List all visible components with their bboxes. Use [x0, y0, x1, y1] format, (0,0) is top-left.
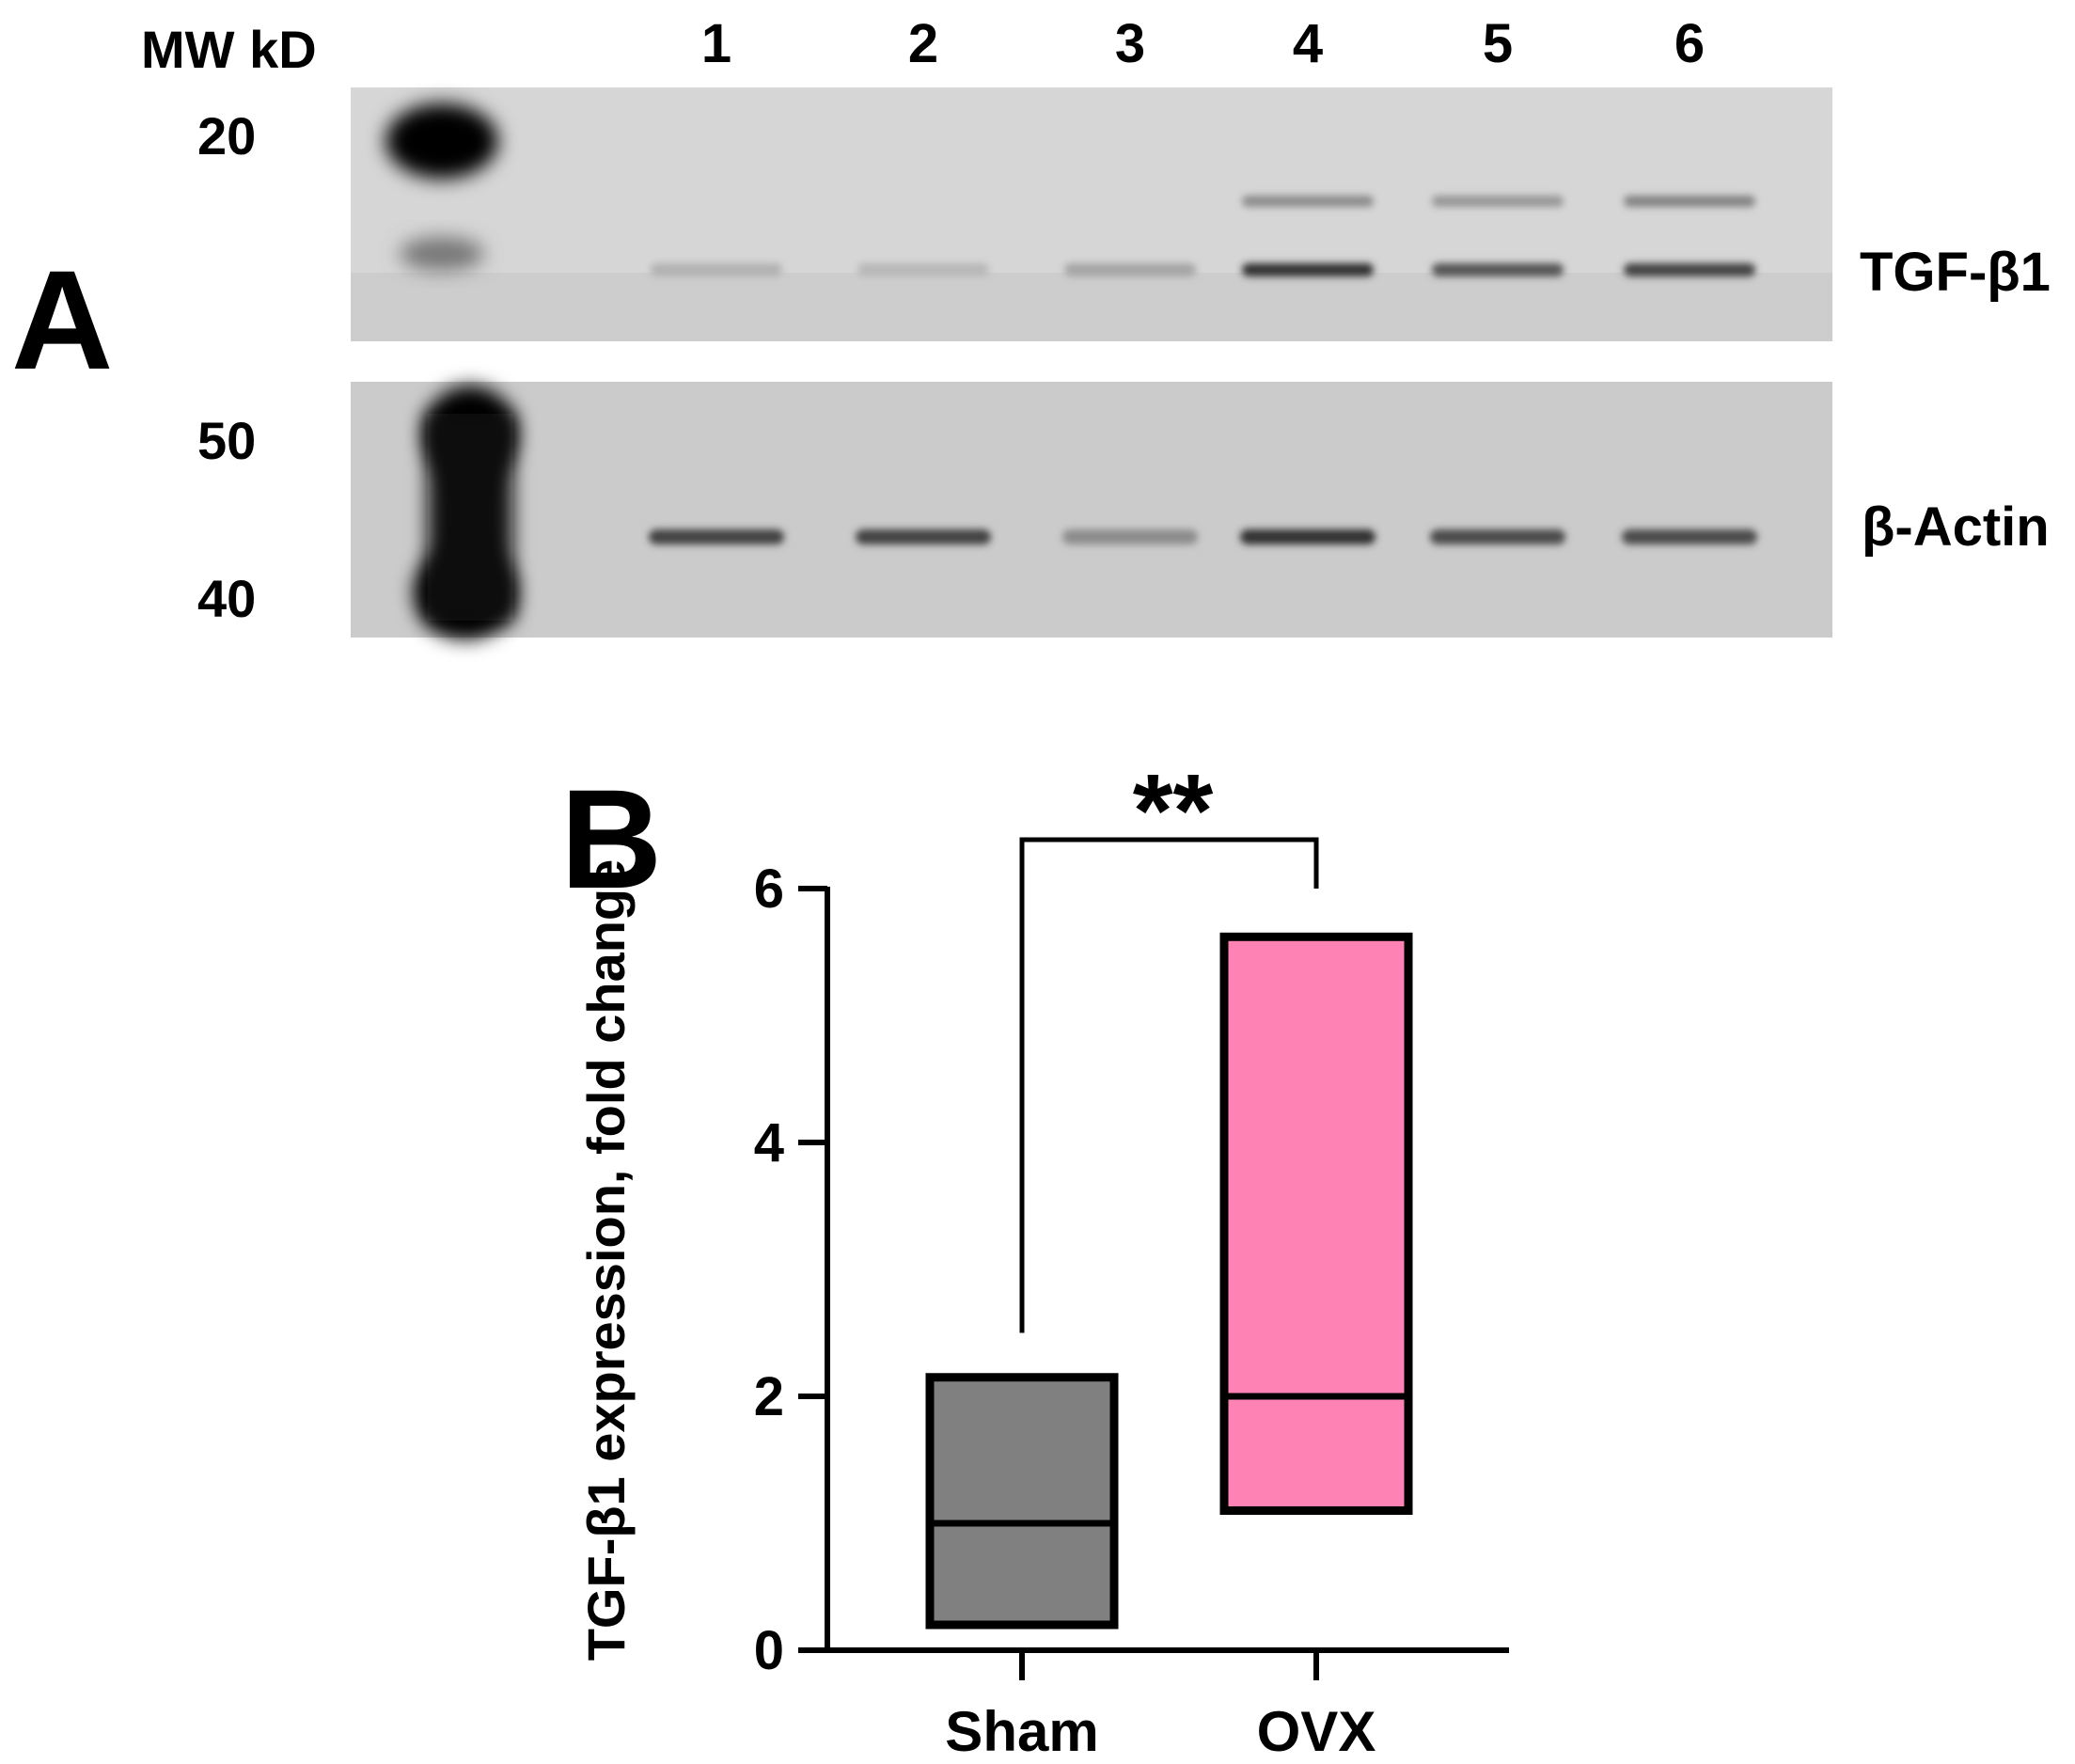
lane-number-6: 6 [1674, 13, 1705, 74]
tgf-b1-band-lane-4 [1242, 263, 1374, 276]
lane-numbers: 1 2 3 4 5 6 [701, 13, 1705, 74]
tgf-b1-band-lane-3 [1064, 263, 1196, 276]
tgf-b1-upper-band-lane-4 [1242, 196, 1374, 207]
mw-marker-40: 40 [197, 569, 256, 628]
x-tick-label-sham: Sham [945, 1700, 1098, 1763]
lane-number-5: 5 [1483, 13, 1513, 74]
mw-marker-20: 20 [197, 106, 256, 165]
x-ticks: Sham OVX [945, 1650, 1375, 1763]
target-label-beta-actin: β-Actin [1862, 496, 2050, 558]
tgf-b1-band-lane-1 [651, 263, 782, 276]
x-axis: Sham OVX [825, 1647, 1509, 1763]
lane-number-1: 1 [701, 13, 731, 74]
mw-header: MW kD [141, 20, 317, 79]
panel-b-label: B [560, 760, 662, 918]
blot-membrane-actin [351, 382, 1832, 638]
ladder-band-upper [385, 103, 498, 179]
ladder-band-smear [400, 237, 484, 271]
significance-stars: ** [1133, 753, 1214, 869]
panel-b-box-plot: B 0 2 4 6 TGF-β1 expression, fold change Sh… [560, 753, 1509, 1763]
y-ticks: 0 2 4 6 [754, 858, 827, 1681]
tgf-b1-upper-band-lane-5 [1432, 196, 1564, 207]
y-axis: 0 2 4 6 TGF-β1 expression, fold change [576, 858, 830, 1681]
y-axis-label: TGF-β1 expression, fold change [576, 859, 636, 1662]
ladder-lane [428, 414, 512, 621]
lane-number-3: 3 [1115, 13, 1145, 74]
x-tick-label-ovx: OVX [1257, 1700, 1376, 1763]
beta-actin-band-lane-6 [1622, 529, 1757, 544]
beta-actin-band-lane-2 [856, 529, 991, 544]
tgf-b1-band-lane-6 [1624, 263, 1755, 276]
beta-actin-band-lane-5 [1430, 529, 1565, 544]
beta-actin-band-lane-3 [1062, 529, 1198, 544]
mw-markers-actin: 50 40 [197, 411, 256, 628]
boxes [925, 932, 1413, 1630]
y-tick-label-2: 2 [754, 1366, 784, 1427]
tgf-b1-bands [651, 196, 1755, 276]
target-label-tgf-b1: TGF-β1 [1860, 242, 2051, 303]
mw-marker-50: 50 [197, 411, 256, 470]
panel-a-western-blot: A MW kD 1 2 3 4 5 6 20 TGF-β1 [11, 13, 2051, 639]
y-tick-label-0: 0 [754, 1620, 784, 1681]
lane-number-2: 2 [908, 13, 938, 74]
blot-membrane-shade [351, 273, 1832, 341]
panel-a-label: A [11, 241, 113, 399]
tgf-b1-band-lane-5 [1432, 263, 1564, 276]
tgf-b1-band-lane-2 [857, 263, 989, 276]
beta-actin-bands [649, 529, 1757, 544]
y-tick-label-4: 4 [754, 1112, 784, 1173]
beta-actin-band-lane-4 [1240, 529, 1375, 544]
y-tick-label-6: 6 [754, 858, 784, 920]
box-ovx [1219, 932, 1413, 1515]
beta-actin-band-lane-1 [649, 529, 784, 544]
blot-beta-actin: 50 40 β-Actin [197, 382, 2050, 639]
significance-bracket: ** [1019, 753, 1319, 1333]
tgf-b1-upper-band-lane-6 [1624, 196, 1755, 207]
mw-markers-tgf: 20 [197, 106, 256, 165]
box-sham [925, 1373, 1119, 1630]
significance-bracket-line [1019, 837, 1319, 1333]
blot-tgf-b1: 20 TGF-β1 [197, 87, 2051, 341]
lane-number-4: 4 [1293, 13, 1323, 74]
